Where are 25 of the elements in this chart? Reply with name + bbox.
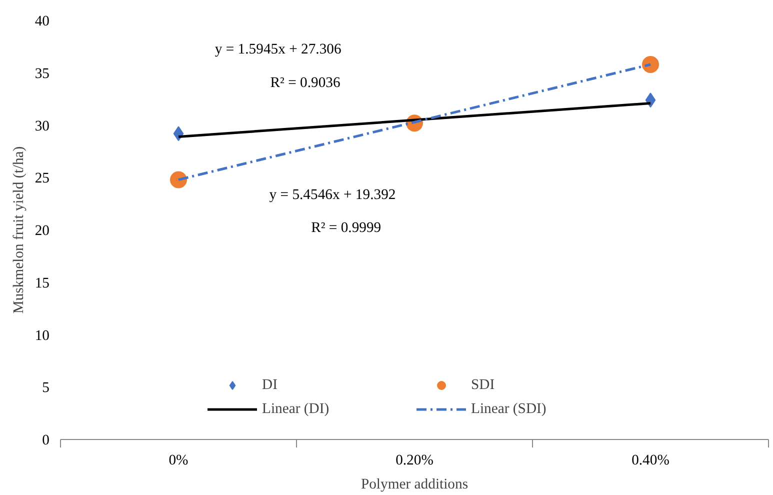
y-tick-label: 15 xyxy=(34,275,50,292)
point xyxy=(642,56,659,73)
y-tick-label: 0 xyxy=(42,432,50,448)
y-tick-label: 35 xyxy=(34,66,50,82)
point xyxy=(170,171,187,188)
y-tick-label: 10 xyxy=(34,328,50,344)
annotation: R² = 0.9036 xyxy=(270,74,340,91)
annotation: R² = 0.9999 xyxy=(311,220,382,236)
y-tick-label: 40 xyxy=(34,14,50,30)
x-tick-label: 0.20% xyxy=(396,452,434,468)
legend-label: Linear (SDI) xyxy=(471,400,548,418)
x-axis-title: Polymer additions xyxy=(360,476,468,492)
legend-label: Linear (DI) xyxy=(262,400,330,418)
annotation: y = 5.4546x + 19.392 xyxy=(269,186,396,203)
annotation: y = 1.5945x + 27.306 xyxy=(214,42,342,58)
y-axis-title: Muskmelon fruit yield (t/ha) xyxy=(10,146,27,314)
legend-label: DI xyxy=(262,376,278,394)
x-tick-label: 0.40% xyxy=(632,452,670,468)
point xyxy=(645,92,656,108)
x-tick-label: 0% xyxy=(168,452,188,468)
y-tick-label: 20 xyxy=(34,223,50,239)
y-tick-label: 5 xyxy=(42,380,50,396)
y-tick-label: 25 xyxy=(34,170,50,187)
y-tick-label: 30 xyxy=(34,118,50,134)
legend-label: SDI xyxy=(471,376,496,394)
